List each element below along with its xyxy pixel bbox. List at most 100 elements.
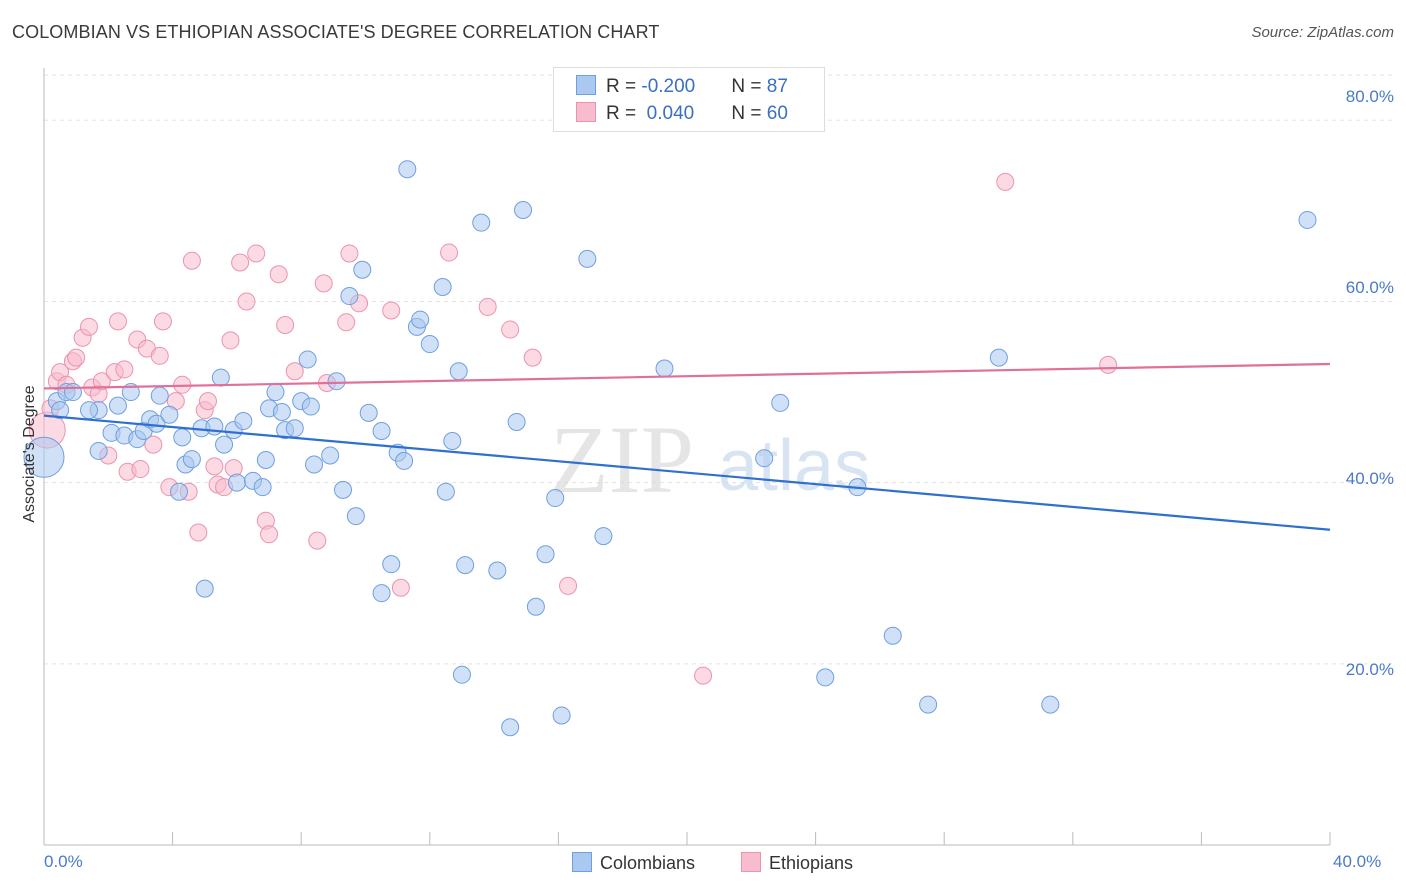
colombians-point [546, 489, 565, 508]
colombians-point [919, 695, 938, 714]
legend-r-label: R = [606, 76, 642, 97]
legend-swatch-blue [576, 75, 596, 95]
colombians-point [321, 446, 340, 465]
colombians-point [285, 419, 304, 438]
y-axis-label: Associate's Degree [21, 385, 38, 523]
ethiopians-point [269, 265, 288, 284]
colombians-point [456, 556, 475, 575]
ethiopians-point [108, 312, 127, 331]
ethiopians-point [478, 297, 497, 316]
source-label: Source: ZipAtlas.com [1251, 24, 1394, 41]
colombians-point [272, 402, 291, 421]
ethiopians-point [221, 331, 240, 350]
colombians-point [433, 277, 452, 296]
watermark-atlas: atlas [718, 426, 870, 506]
colombians-point [51, 401, 70, 420]
correlation-legend: R = -0.200 N = 87 R = 0.040 N = 60 [553, 67, 825, 132]
colombians-point [398, 160, 417, 179]
ethiopians-point [440, 243, 459, 262]
colombians-point [883, 626, 902, 645]
colombians-point [395, 451, 414, 470]
colombians-point [552, 706, 571, 725]
ethiopians-point [314, 274, 333, 293]
ethiopians-points [28, 172, 1118, 685]
colombians-point [80, 401, 99, 420]
colombians-point [205, 417, 224, 436]
ethiopians-point [182, 251, 201, 270]
colombians-point [305, 455, 324, 474]
colombians-point [1041, 695, 1060, 714]
bottom-legend-swatch-pink [741, 852, 761, 872]
colombians-point [771, 393, 790, 412]
bottom-legend-label-colombians: Colombians [600, 853, 696, 873]
colombians-point [443, 431, 462, 450]
ethiopians-point [92, 372, 111, 391]
ethiopians-point [153, 312, 172, 331]
chart-title: COLOMBIAN VS ETHIOPIAN ASSOCIATE'S DEGRE… [12, 22, 660, 42]
legend-swatch-pink [576, 102, 596, 122]
colombians-point [449, 362, 468, 381]
ethiopians-point [115, 360, 134, 379]
colombians-point [472, 213, 491, 232]
y-tick-label-60: 60.0% [1345, 278, 1394, 297]
trend-lines [43, 362, 1331, 531]
colombians-point [655, 359, 674, 378]
ethiopians-point [247, 244, 266, 263]
colombians-point [327, 372, 346, 391]
colombians-point [195, 579, 214, 598]
colombians-point [452, 665, 471, 684]
legend-n-label: N = [731, 103, 767, 124]
colombians-point [298, 350, 317, 369]
colombians-point [253, 478, 272, 497]
legend-r-value-blue: -0.200 [641, 76, 696, 97]
ethiopians-point [131, 460, 150, 479]
bottom-legend-ethiopians: Ethiopians [741, 852, 853, 874]
ethiopians-point [1099, 355, 1118, 374]
ethiopians-point [231, 253, 250, 272]
y-tick-label-80: 80.0% [1345, 87, 1394, 106]
colombians-point [382, 555, 401, 574]
colombians-point [256, 451, 275, 469]
ethiopians-point [67, 348, 86, 367]
colombians-point [63, 383, 82, 402]
colombians-point [353, 260, 372, 279]
watermark: ZIP atlas [550, 406, 870, 513]
colombians-point [411, 310, 430, 329]
colombians-point [1298, 210, 1317, 229]
ethiopians-point [260, 525, 279, 544]
ethiopians-point [391, 578, 410, 597]
ethiopians-point [198, 392, 217, 411]
colombians-point [501, 718, 520, 737]
colombians-point [372, 422, 391, 441]
colombians-point [150, 386, 169, 405]
ethiopians-point [205, 457, 224, 476]
colombians-point [211, 368, 230, 387]
ethiopians-point [80, 317, 99, 336]
ethiopians-point [340, 244, 359, 263]
colombians-point [266, 383, 285, 402]
colombians-point [173, 428, 192, 447]
colombians-point [227, 473, 246, 492]
ethiopians-trend-line [43, 362, 1331, 390]
legend-row-ethiopians: R = 0.040 N = 60 [576, 102, 788, 126]
y-tick-label-40: 40.0% [1345, 469, 1394, 488]
x-tick-label-min: 0.0% [44, 852, 83, 871]
colombians-point [755, 449, 774, 468]
y-tick-label-20: 20.0% [1345, 660, 1394, 679]
colombians-point [359, 403, 378, 422]
colombians-point [578, 249, 597, 268]
legend-n-value-pink: 60 [766, 103, 788, 124]
grid-lines [44, 74, 1392, 665]
ethiopians-point [337, 313, 356, 332]
ethiopians-point [308, 531, 327, 550]
colombians-point [340, 287, 359, 306]
colombians-points [23, 160, 1317, 737]
colombians-point [108, 396, 127, 415]
ethiopians-point [276, 316, 295, 335]
colombians-point [488, 561, 507, 580]
bottom-legend-label-ethiopians: Ethiopians [769, 853, 854, 873]
colombians-point [89, 441, 108, 460]
ethiopians-point [523, 348, 542, 367]
ethiopians-point [144, 435, 163, 454]
